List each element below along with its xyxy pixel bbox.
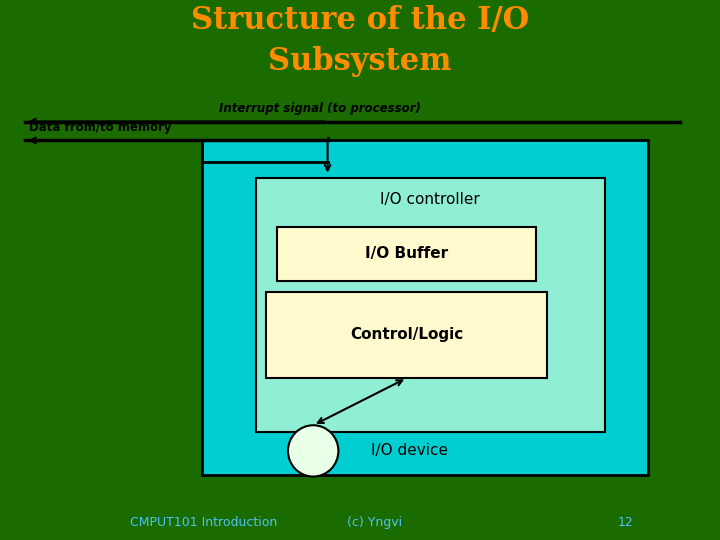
Bar — [277, 227, 536, 281]
Text: I/O Buffer: I/O Buffer — [365, 246, 449, 261]
Text: Control/Logic: Control/Logic — [350, 327, 464, 342]
Text: (c) Yngvi: (c) Yngvi — [347, 516, 402, 529]
Bar — [256, 178, 605, 432]
Text: Interrupt signal (to processor): Interrupt signal (to processor) — [220, 102, 421, 115]
Text: Structure of the I/O
Subsystem: Structure of the I/O Subsystem — [191, 5, 529, 77]
Bar — [202, 140, 648, 475]
Text: 12: 12 — [618, 516, 634, 529]
Text: I/O controller: I/O controller — [380, 192, 480, 207]
Text: I/O device: I/O device — [371, 443, 448, 458]
Text: CMPUT101 Introduction: CMPUT101 Introduction — [130, 516, 277, 529]
Bar — [266, 292, 547, 378]
Text: Data from/to memory: Data from/to memory — [29, 121, 171, 134]
Ellipse shape — [288, 426, 338, 476]
